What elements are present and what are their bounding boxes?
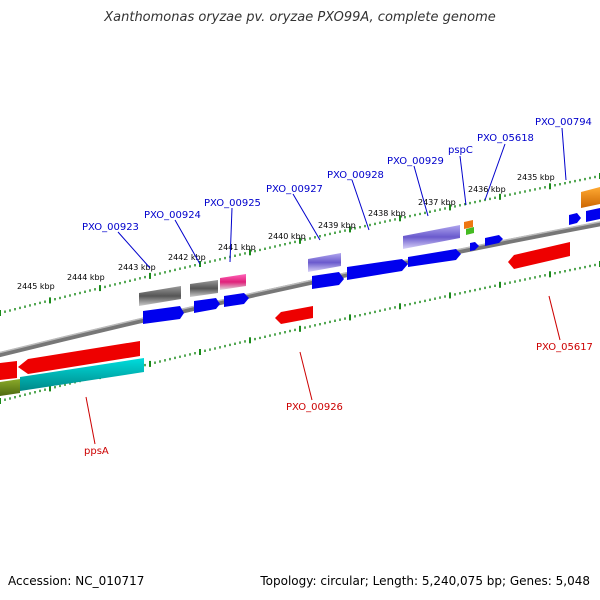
gene-feature (485, 235, 503, 246)
gene-feature (220, 274, 246, 290)
gene-label: PXO_05618 (477, 133, 534, 144)
tick-label: 2445 kbp (17, 282, 55, 291)
gene-label: PXO_00927 (266, 184, 323, 195)
gene-label: PXO_00926 (286, 402, 343, 413)
gene-feature (464, 220, 473, 229)
gene-feature (508, 242, 570, 269)
tick-label: 2444 kbp (67, 273, 105, 282)
tick-label: 2435 kbp (517, 173, 555, 182)
tick-label: 2439 kbp (318, 221, 356, 230)
tick-label: 2437 kbp (418, 198, 456, 207)
tick-label: 2443 kbp (118, 263, 156, 272)
tick-label: 2436 kbp (468, 185, 506, 194)
tick-label: 2441 kbp (218, 243, 256, 252)
gene-feature (143, 306, 184, 324)
genome-summary: Topology: circular; Length: 5,240,075 bp… (260, 574, 590, 588)
gene-label: ppsA (84, 446, 109, 457)
gene-feature (403, 225, 460, 249)
gene-feature (224, 293, 249, 307)
tick-label: 2438 kbp (368, 209, 406, 218)
gene-label: PXO_00925 (204, 198, 261, 209)
gene-label: PXO_00794 (535, 117, 592, 128)
gene-feature (466, 227, 474, 235)
map-title: Xanthomonas oryzae pv. oryzae PXO99A, co… (104, 10, 496, 25)
tick-label: 2440 kbp (268, 232, 306, 241)
tick-label: 2442 kbp (168, 253, 206, 262)
gene-label: PXO_00924 (144, 210, 201, 221)
gene-feature (312, 272, 344, 289)
gene-feature (308, 253, 341, 272)
gene-feature (581, 187, 600, 208)
gene-labels-bottom: ppsA PXO_00926 PXO_05617 (84, 342, 593, 457)
forward-genes (139, 187, 600, 324)
reverse-genes (0, 242, 570, 396)
tick-labels: 2445 kbp 2444 kbp 2443 kbp 2442 kbp 2441… (17, 173, 555, 291)
gene-feature (470, 242, 479, 251)
gene-label: PXO_00928 (327, 170, 384, 181)
gene-feature (275, 306, 313, 324)
gene-labels-top: PXO_00923 PXO_00924 PXO_00925 PXO_00927 … (82, 117, 592, 233)
gene-feature (347, 259, 408, 280)
genome-backbone (0, 221, 600, 358)
gene-label: PXO_05617 (536, 342, 593, 353)
gene-feature (190, 280, 218, 297)
gene-feature (18, 341, 140, 374)
gene-feature (408, 249, 461, 267)
gene-feature (194, 298, 220, 313)
gene-feature (0, 361, 17, 380)
gene-feature (569, 213, 581, 225)
accession-label: Accession: NC_010717 (8, 574, 145, 588)
outer-tick-track (0, 173, 600, 316)
label-leaders (85, 127, 567, 445)
gene-feature (586, 208, 600, 222)
gene-feature (20, 358, 144, 391)
gene-label: PXO_00929 (387, 156, 444, 167)
gene-feature (0, 379, 20, 396)
gene-label: pspC (448, 145, 473, 156)
gene-feature (139, 286, 181, 306)
gene-label: PXO_00923 (82, 222, 139, 233)
